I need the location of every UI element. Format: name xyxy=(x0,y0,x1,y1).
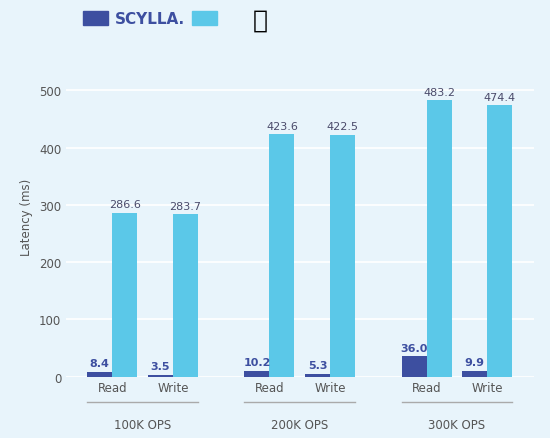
Legend: SCYLLA., : SCYLLA., xyxy=(78,6,230,32)
Text: 300K OPS: 300K OPS xyxy=(428,418,486,431)
Text: 10.2: 10.2 xyxy=(243,357,271,367)
Text: 423.6: 423.6 xyxy=(266,121,298,131)
Bar xyxy=(330,135,355,377)
Bar xyxy=(173,215,198,377)
Text: 👁: 👁 xyxy=(253,8,268,32)
Text: 36.0: 36.0 xyxy=(400,343,428,353)
Bar xyxy=(244,371,270,377)
Text: 474.4: 474.4 xyxy=(483,92,516,102)
Bar xyxy=(112,213,138,377)
Text: 5.3: 5.3 xyxy=(308,360,327,370)
Bar xyxy=(487,106,512,377)
Text: 3.5: 3.5 xyxy=(151,361,170,371)
Text: 100K OPS: 100K OPS xyxy=(114,418,171,431)
Y-axis label: Latency (ms): Latency (ms) xyxy=(20,178,34,255)
Text: 9.9: 9.9 xyxy=(465,357,485,367)
Text: 283.7: 283.7 xyxy=(169,201,201,211)
Bar xyxy=(462,371,487,377)
Bar xyxy=(87,372,112,377)
Text: 286.6: 286.6 xyxy=(109,200,141,210)
Bar xyxy=(148,374,173,377)
Text: 483.2: 483.2 xyxy=(423,88,455,97)
Bar xyxy=(305,374,330,377)
Text: 200K OPS: 200K OPS xyxy=(271,418,328,431)
Text: 422.5: 422.5 xyxy=(327,122,359,132)
Bar xyxy=(402,356,427,377)
Bar xyxy=(270,135,294,377)
Text: 8.4: 8.4 xyxy=(90,358,109,368)
Bar xyxy=(427,101,452,377)
